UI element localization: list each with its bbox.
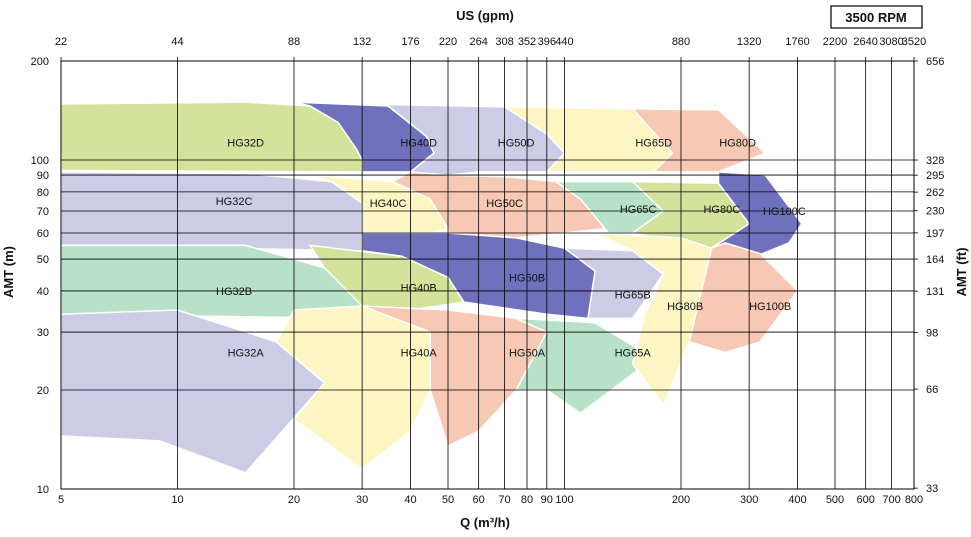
x2-tick-label: 22 bbox=[55, 36, 67, 48]
region-label-hg100b: HG100B bbox=[749, 301, 791, 313]
x2-tick-label: 264 bbox=[469, 36, 487, 48]
x-tick-label: 90 bbox=[541, 494, 553, 506]
region-label-hg40c: HG40C bbox=[370, 198, 407, 210]
region-label-hg40b: HG40B bbox=[401, 282, 437, 294]
grid-lines bbox=[60, 57, 918, 490]
x2-tick-label: 2640 bbox=[853, 36, 877, 48]
x2-tick-label: 880 bbox=[672, 36, 690, 48]
region-hg32d bbox=[60, 101, 363, 173]
x-tick-label: 600 bbox=[856, 494, 874, 506]
rpm-badge: 3500 RPM bbox=[845, 10, 906, 25]
region-label-hg32a: HG32A bbox=[228, 347, 265, 359]
region-label-hg32b: HG32B bbox=[216, 286, 252, 298]
x-tick-label: 10 bbox=[171, 494, 183, 506]
x2-tick-label: 1320 bbox=[737, 36, 761, 48]
x2-tick-label: 1760 bbox=[785, 36, 809, 48]
region-label-hg65c: HG65C bbox=[620, 204, 657, 216]
region-labels: HG32D HG32C HG32B HG32A HG40D HG40C HG40B HG40A… bbox=[216, 138, 806, 360]
region-hg80b bbox=[594, 232, 713, 407]
x2-tick-label: 132 bbox=[353, 36, 371, 48]
y2-tick-label: 131 bbox=[926, 286, 944, 298]
y2-tick-label: 656 bbox=[926, 56, 944, 68]
y2-tick-label: 197 bbox=[926, 228, 944, 240]
region-hg65a bbox=[514, 317, 656, 415]
region-label-hg65b: HG65B bbox=[615, 290, 651, 302]
x-tick-label: 100 bbox=[555, 494, 573, 506]
region-label-hg80b: HG80B bbox=[667, 301, 703, 313]
x2-tick-label: 44 bbox=[171, 36, 183, 48]
region-hg100b bbox=[688, 242, 799, 354]
x-tick-label: 5 bbox=[58, 494, 64, 506]
y-tick-label: 80 bbox=[37, 187, 49, 199]
x-tick-label: 700 bbox=[882, 494, 900, 506]
x-tick-label: 30 bbox=[356, 494, 368, 506]
y-tick-label: 40 bbox=[37, 286, 49, 298]
x2-tick-label: 308 bbox=[495, 36, 513, 48]
y2-tick-label: 230 bbox=[926, 206, 944, 218]
region-label-hg100c: HG100C bbox=[763, 206, 806, 218]
y2-tick-label: 295 bbox=[926, 170, 944, 182]
x2-tick-label: 440 bbox=[555, 36, 573, 48]
x2-tick-label: 352 bbox=[518, 36, 536, 48]
x2-tick-label: 3080 bbox=[879, 36, 903, 48]
y2-tick-label: 33 bbox=[926, 483, 938, 495]
y-tick-label: 50 bbox=[37, 254, 49, 266]
y2-tick-label: 262 bbox=[926, 187, 944, 199]
left-axis-title: AMT (m) bbox=[1, 246, 16, 298]
x2-tick-label: 176 bbox=[401, 36, 419, 48]
x-tick-label: 800 bbox=[905, 494, 923, 506]
y2-tick-label: 164 bbox=[926, 254, 944, 266]
x-tick-label: 80 bbox=[521, 494, 533, 506]
region-label-hg32c: HG32C bbox=[216, 196, 253, 208]
region-label-hg65a: HG65A bbox=[615, 347, 652, 359]
region-label-hg40a: HG40A bbox=[401, 347, 438, 359]
x2-tick-label: 3520 bbox=[902, 36, 926, 48]
x-tick-label: 60 bbox=[473, 494, 485, 506]
x-tick-label: 200 bbox=[672, 494, 690, 506]
region-label-hg50c: HG50C bbox=[486, 198, 523, 210]
y-tick-label: 30 bbox=[37, 327, 49, 339]
region-label-hg50a: HG50A bbox=[509, 347, 546, 359]
x2-tick-label: 396 bbox=[538, 36, 556, 48]
region-hg80d bbox=[630, 108, 767, 173]
region-label-hg50d: HG50D bbox=[498, 138, 535, 150]
region-hg32a bbox=[60, 309, 326, 474]
rpm-badge-box bbox=[830, 5, 923, 29]
y2-tick-label: 98 bbox=[926, 328, 938, 340]
x-tick-label: 20 bbox=[288, 494, 300, 506]
y-tick-label: 20 bbox=[37, 385, 49, 397]
y-tick-label: 60 bbox=[37, 228, 49, 240]
y2-tick-label: 328 bbox=[926, 155, 944, 167]
region-label-hg80c: HG80C bbox=[703, 204, 740, 216]
x-tick-label: 300 bbox=[740, 494, 758, 506]
y-tick-label: 70 bbox=[37, 206, 49, 218]
y-tick-label: 10 bbox=[37, 484, 49, 496]
bottom-axis-title: Q (m³/h) bbox=[460, 515, 510, 530]
x2-tick-label: 220 bbox=[439, 36, 457, 48]
right-axis-title: AMT (ft) bbox=[954, 247, 969, 296]
tick-labels: 5 10 20 30 40 50 60 70 80 90 100 200 300 400 500 600 700… bbox=[31, 36, 945, 506]
region-label-hg40d: HG40D bbox=[400, 138, 437, 150]
y2-tick-label: 66 bbox=[926, 384, 938, 396]
x-tick-label: 70 bbox=[498, 494, 510, 506]
x2-tick-label: 2200 bbox=[823, 36, 847, 48]
top-axis-title: US (gpm) bbox=[456, 8, 514, 23]
x-tick-label: 50 bbox=[442, 494, 454, 506]
x-tick-label: 500 bbox=[826, 494, 844, 506]
x-tick-label: 400 bbox=[788, 494, 806, 506]
y-tick-label: 200 bbox=[31, 56, 49, 68]
y-tick-label: 100 bbox=[31, 155, 49, 167]
region-label-hg80d: HG80D bbox=[719, 138, 756, 150]
region-label-hg50b: HG50B bbox=[509, 272, 545, 284]
x-tick-label: 40 bbox=[404, 494, 416, 506]
x2-tick-label: 88 bbox=[288, 36, 300, 48]
region-label-hg32d: HG32D bbox=[227, 138, 264, 150]
y-tick-label: 90 bbox=[37, 170, 49, 182]
region-label-hg65d: HG65D bbox=[635, 138, 672, 150]
